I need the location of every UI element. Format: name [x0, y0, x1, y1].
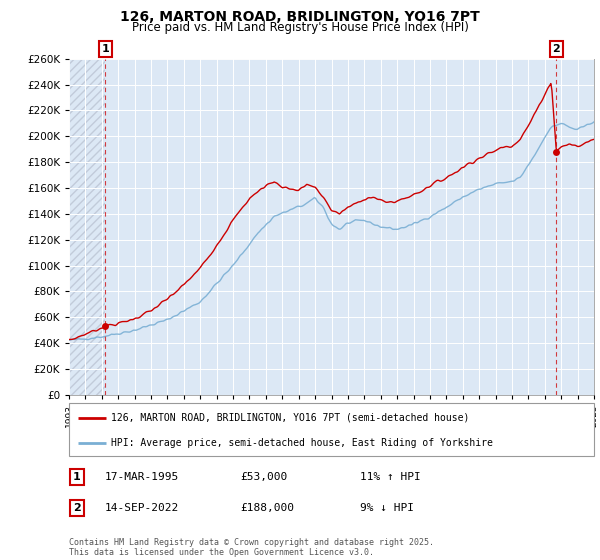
- Text: 126, MARTON ROAD, BRIDLINGTON, YO16 7PT (semi-detached house): 126, MARTON ROAD, BRIDLINGTON, YO16 7PT …: [111, 413, 469, 423]
- Text: 1: 1: [101, 44, 109, 54]
- Text: 2: 2: [553, 44, 560, 54]
- Text: 9% ↓ HPI: 9% ↓ HPI: [360, 503, 414, 513]
- Text: 11% ↑ HPI: 11% ↑ HPI: [360, 472, 421, 482]
- Text: 2: 2: [73, 503, 80, 513]
- Text: £53,000: £53,000: [240, 472, 287, 482]
- Text: 14-SEP-2022: 14-SEP-2022: [105, 503, 179, 513]
- Text: HPI: Average price, semi-detached house, East Riding of Yorkshire: HPI: Average price, semi-detached house,…: [111, 438, 493, 448]
- Bar: [69, 59, 105, 395]
- Text: Contains HM Land Registry data © Crown copyright and database right 2025.
This d: Contains HM Land Registry data © Crown c…: [69, 538, 434, 557]
- Text: 17-MAR-1995: 17-MAR-1995: [105, 472, 179, 482]
- Text: Price paid vs. HM Land Registry's House Price Index (HPI): Price paid vs. HM Land Registry's House …: [131, 21, 469, 34]
- Text: 126, MARTON ROAD, BRIDLINGTON, YO16 7PT: 126, MARTON ROAD, BRIDLINGTON, YO16 7PT: [120, 10, 480, 24]
- Text: 1: 1: [73, 472, 80, 482]
- Text: £188,000: £188,000: [240, 503, 294, 513]
